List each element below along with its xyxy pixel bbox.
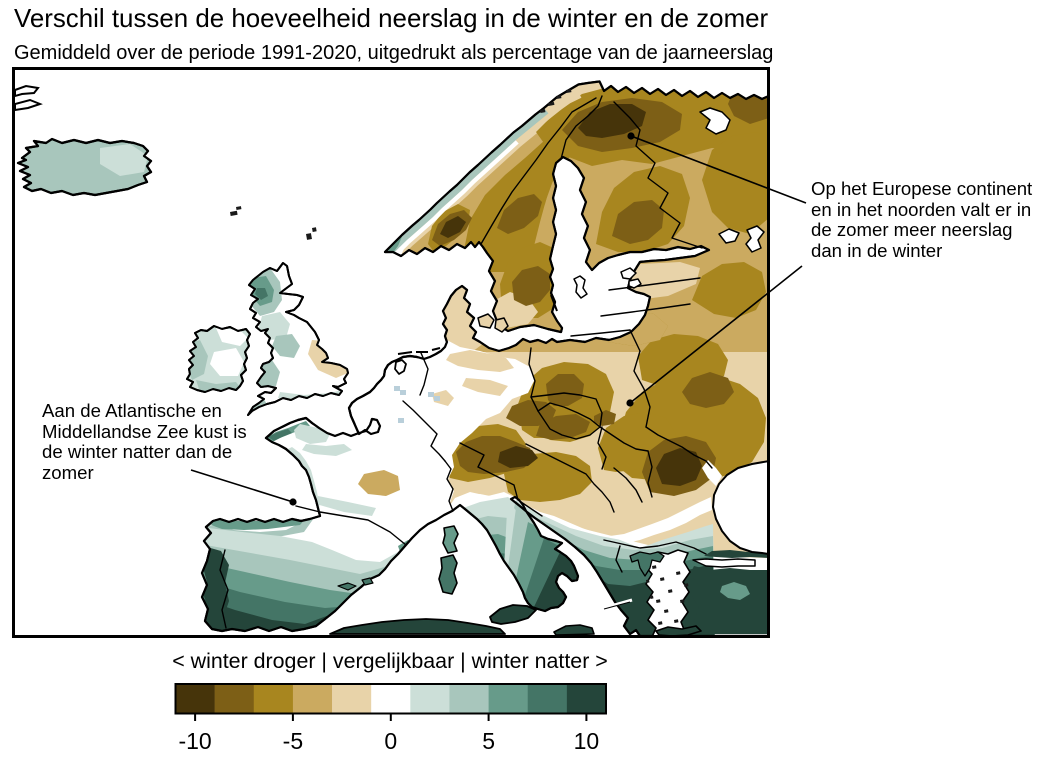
- svg-text:-10: -10: [178, 728, 211, 754]
- svg-text:0: 0: [384, 728, 397, 754]
- svg-text:5: 5: [482, 728, 495, 754]
- svg-text:-5: -5: [283, 728, 303, 754]
- svg-text:10: 10: [574, 728, 600, 754]
